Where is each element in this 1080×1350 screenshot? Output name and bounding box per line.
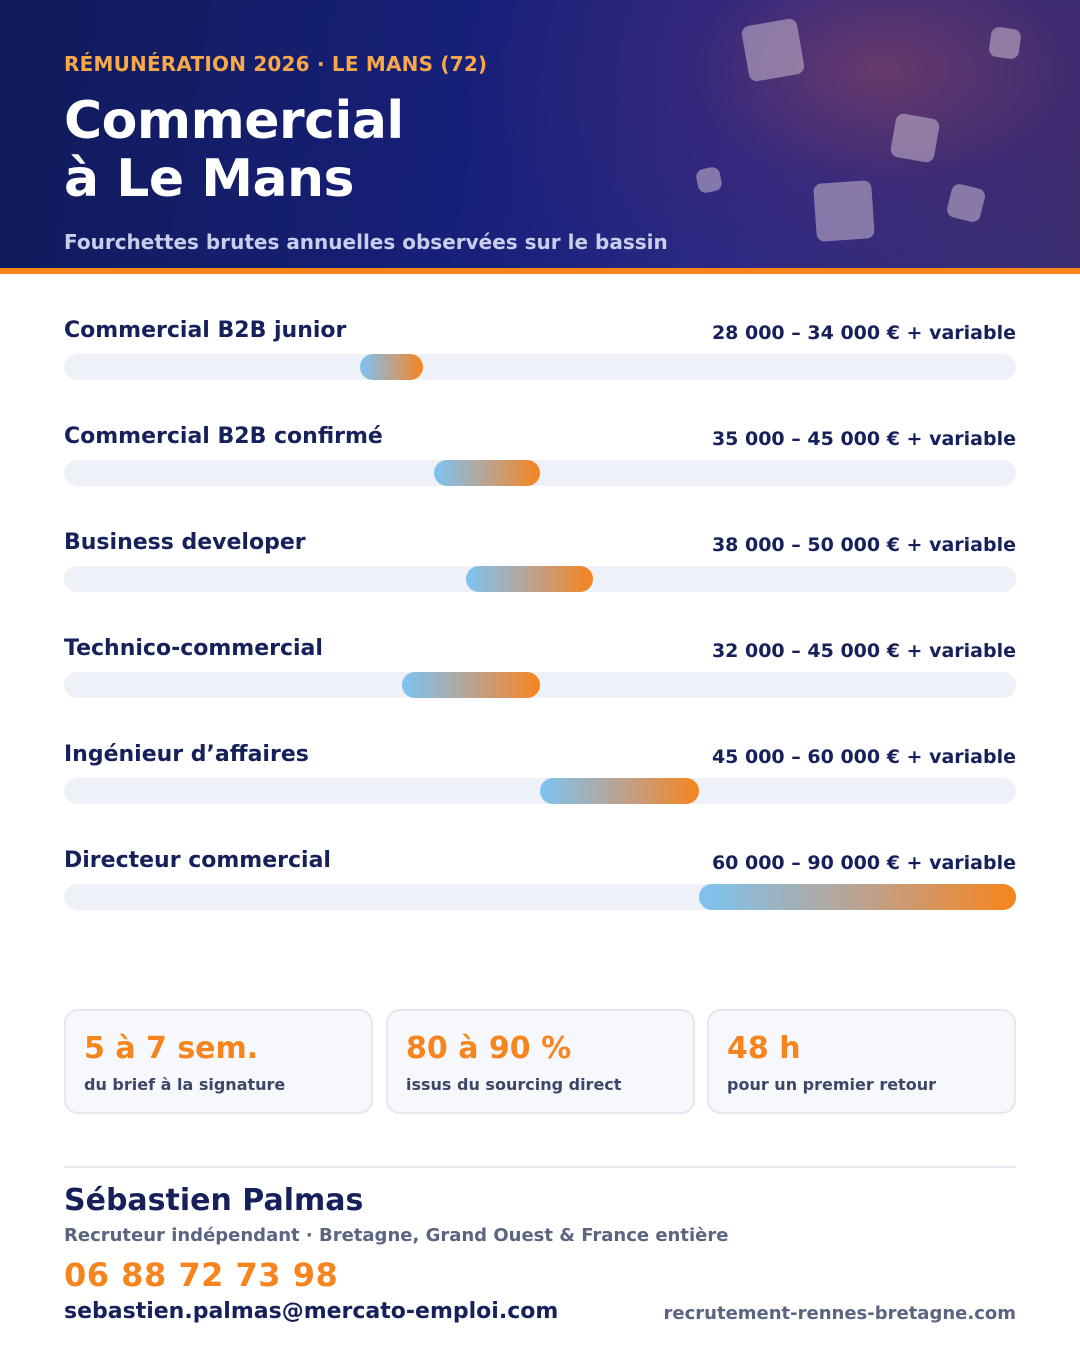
footer-divider (64, 1166, 1016, 1168)
eyebrow-label: RÉMUNÉRATION 2026 · LE MANS (72) (64, 52, 488, 76)
header-accent-bar (0, 268, 1080, 274)
header-banner: RÉMUNÉRATION 2026 · LE MANS (72) Commerc… (0, 0, 1080, 268)
title-line-2: à Le Mans (64, 149, 355, 209)
range-bar (698, 884, 1016, 910)
range-bar (465, 566, 593, 592)
stat-value: 5 à 7 sem. (84, 1031, 259, 1066)
salary-row: Commercial B2B junior 28 000 – 34 000 € +… (64, 318, 1016, 388)
page-title: Commercial à Le Mans (64, 92, 404, 208)
row-label: Directeur commercial (64, 848, 331, 873)
contact-email[interactable]: sebastien.palmas@mercato-emploi.com (64, 1299, 559, 1324)
row-value-label: 38 000 – 50 000 € + variable (711, 534, 1016, 556)
decorative-square (889, 112, 941, 164)
decorative-square (813, 180, 875, 242)
decorative-square (945, 182, 987, 224)
contact-name: Sébastien Palmas (64, 1183, 364, 1218)
salary-row: Technico-commercial 32 000 – 45 000 € + v… (64, 636, 1016, 706)
contact-role: Recruteur indépendant · Bretagne, Grand … (64, 1225, 729, 1246)
stat-card-sourcing: 80 à 90 % issus du sourcing direct (386, 1009, 695, 1114)
contact-website[interactable]: recrutement-rennes-bretagne.com (663, 1303, 1016, 1324)
row-value-label: 35 000 – 45 000 € + variable (711, 428, 1016, 450)
row-value-label: 60 000 – 90 000 € + variable (711, 852, 1016, 874)
decorative-square (694, 165, 724, 195)
decorative-square (988, 26, 1022, 60)
bar-track (64, 778, 1016, 804)
stat-card-delay: 5 à 7 sem. du brief à la signature (64, 1009, 373, 1114)
contact-phone[interactable]: 06 88 72 73 98 (64, 1256, 339, 1294)
stat-label: issus du sourcing direct (406, 1075, 622, 1094)
stat-value: 48 h (727, 1031, 801, 1066)
row-value-label: 28 000 – 34 000 € + variable (711, 322, 1016, 344)
bar-track (64, 460, 1016, 486)
row-label: Ingénieur d’affaires (64, 742, 309, 767)
bar-track (64, 354, 1016, 380)
bar-track (64, 566, 1016, 592)
stat-value: 80 à 90 % (406, 1031, 572, 1066)
salary-row: Business developer 38 000 – 50 000 € + va… (64, 530, 1016, 600)
decorative-square (740, 17, 806, 83)
row-label: Technico-commercial (64, 636, 323, 661)
range-bar (539, 778, 699, 804)
bar-track (64, 672, 1016, 698)
stat-card-response: 48 h pour un premier retour (707, 1009, 1016, 1114)
title-line-1: Commercial (64, 91, 404, 151)
row-label: Commercial B2B junior (64, 318, 347, 343)
salary-row: Directeur commercial 60 000 – 90 000 € + … (64, 848, 1016, 918)
row-label: Commercial B2B confirmé (64, 424, 383, 449)
salary-row: Commercial B2B confirmé 35 000 – 45 000 €… (64, 424, 1016, 494)
stat-label: du brief à la signature (84, 1075, 286, 1094)
stat-label: pour un premier retour (727, 1075, 936, 1094)
salary-row: Ingénieur d’affaires 45 000 – 60 000 € + … (64, 742, 1016, 812)
range-bar (434, 460, 540, 486)
row-value-label: 32 000 – 45 000 € + variable (711, 640, 1016, 662)
bar-track (64, 884, 1016, 910)
page-subtitle: Fourchettes brutes annuelles observées s… (64, 230, 668, 254)
range-bar (402, 672, 540, 698)
row-label: Business developer (64, 530, 306, 555)
range-bar (360, 354, 424, 380)
row-value-label: 45 000 – 60 000 € + variable (711, 746, 1016, 768)
